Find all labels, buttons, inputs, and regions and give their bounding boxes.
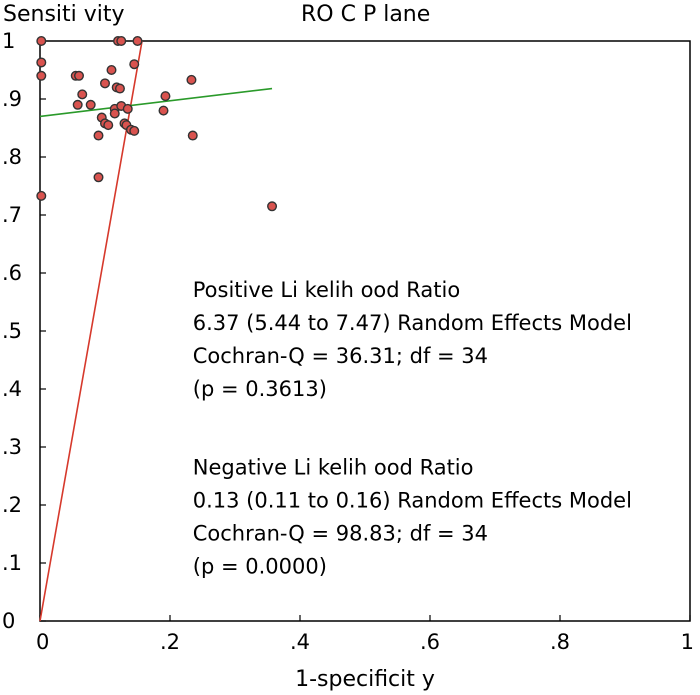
plr-value: 6.37 (5.44 to 7.47) Random Effects Model xyxy=(193,311,632,335)
plr-title: Positive Li kelih ood Ratio xyxy=(193,278,460,302)
data-point xyxy=(106,64,117,75)
data-point xyxy=(160,91,171,102)
data-point xyxy=(186,74,197,85)
data-point xyxy=(116,36,127,47)
y-tick-label: 1 xyxy=(2,29,15,53)
nlr-value: 0.13 (0.11 to 0.16) Random Effects Model xyxy=(193,488,632,512)
y-axis-label: Sensiti vity xyxy=(3,2,125,27)
negative-likelihood-ratio-line xyxy=(39,87,273,118)
data-point xyxy=(129,59,140,70)
data-point xyxy=(132,36,143,47)
data-point xyxy=(158,105,169,116)
x-tick-label: 1 xyxy=(681,630,694,654)
annotations: Positive Li kelih ood Ratio 6.37 (5.44 to… xyxy=(193,278,632,579)
data-point xyxy=(267,201,278,212)
positive-likelihood-ratio-line xyxy=(39,40,143,622)
data-point xyxy=(93,130,104,141)
data-point xyxy=(73,70,84,81)
y-tick-label: .4 xyxy=(2,377,22,401)
fit-lines xyxy=(39,40,273,622)
x-tick-label: .6 xyxy=(420,630,440,654)
nlr-cochran: Cochran-Q = 98.83; df = 34 xyxy=(193,521,488,545)
nlr-title: Negative Li kelih ood Ratio xyxy=(193,455,474,479)
data-point xyxy=(72,99,83,110)
plr-cochran: Cochran-Q = 36.31; df = 34 xyxy=(193,344,488,368)
y-tick-label: .5 xyxy=(2,319,22,343)
plr-p: (p = 0.3613) xyxy=(193,377,327,401)
x-tick-label: .2 xyxy=(160,630,180,654)
y-tick-label: .7 xyxy=(2,203,22,227)
data-points xyxy=(36,36,278,212)
nlr-p: (p = 0.0000) xyxy=(193,554,327,578)
data-point xyxy=(129,125,140,136)
data-point xyxy=(187,130,198,141)
chart-title: RO C P lane xyxy=(301,2,430,27)
y-tick-label: .9 xyxy=(2,87,22,111)
x-axis-ticks: 0 .2 .4 .6 .8 1 xyxy=(36,615,694,654)
data-point xyxy=(93,172,104,183)
data-point xyxy=(36,57,47,68)
y-tick-label: .1 xyxy=(2,551,22,575)
data-point xyxy=(103,120,114,131)
data-point xyxy=(122,103,133,114)
data-point xyxy=(36,36,47,47)
y-tick-label: .3 xyxy=(2,435,22,459)
x-axis-label: 1-specificit y xyxy=(295,667,435,692)
data-point xyxy=(114,83,125,94)
y-tick-label: .6 xyxy=(2,261,22,285)
x-tick-label: .4 xyxy=(290,630,310,654)
x-tick-label: 0 xyxy=(36,630,49,654)
data-point xyxy=(85,99,96,110)
y-tick-label: .8 xyxy=(2,145,22,169)
x-tick-label: .8 xyxy=(550,630,570,654)
data-point xyxy=(36,190,47,201)
data-point xyxy=(99,78,110,89)
data-point xyxy=(109,108,120,119)
y-tick-label: 0 xyxy=(2,609,15,633)
data-point xyxy=(77,89,88,100)
data-point xyxy=(36,70,47,81)
y-axis-ticks: 0 .1 .2 .3 .4 .5 .6 .7 .8 .9 1 xyxy=(2,29,46,633)
y-tick-label: .2 xyxy=(2,493,22,517)
